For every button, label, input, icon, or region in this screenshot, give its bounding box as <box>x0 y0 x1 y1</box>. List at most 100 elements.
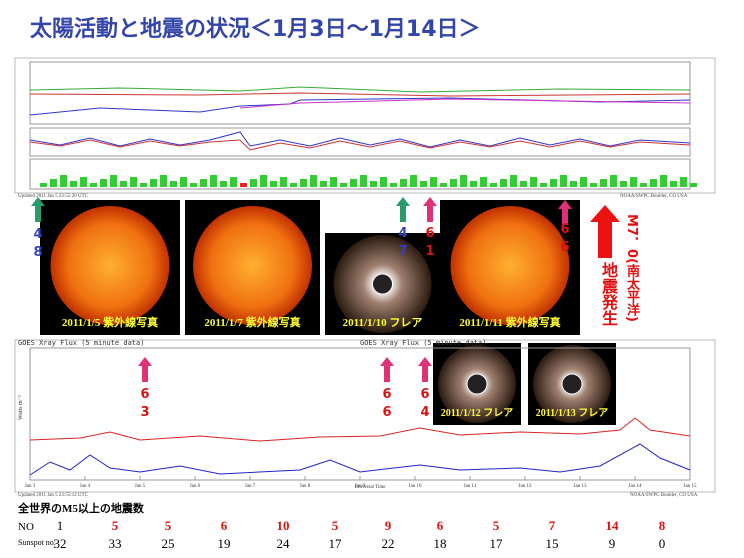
photo-caption: 2011/1/11 紫外線写真 <box>459 315 560 329</box>
kp-bar-decor <box>200 179 207 187</box>
chart-note: Updated 2011 Jan 5 23:55:12 UTC <box>18 493 89 498</box>
x-tick-label: Jan 11 <box>464 484 477 489</box>
table-cell: 14 <box>606 518 620 533</box>
kp-bar-decor <box>150 179 157 187</box>
marker-label: 4 <box>398 226 407 241</box>
kp-bar-decor <box>80 177 87 187</box>
kp-bar-decor <box>470 181 477 187</box>
kp-bar-decor <box>540 183 547 187</box>
kp-bar-decor <box>490 183 497 187</box>
marker-arrow <box>396 197 410 222</box>
row-label: Sunspot no. <box>18 538 56 547</box>
kp-bar-decor <box>190 183 197 187</box>
table-cell: 17 <box>490 536 504 551</box>
kp-bar-decor <box>460 175 467 187</box>
marker-label: 6 <box>420 387 429 402</box>
kp-bar-decor <box>160 175 167 187</box>
marker-arrow <box>423 197 437 222</box>
kp-bar-decor <box>360 175 367 187</box>
x-tick-label: Jan 5 <box>135 484 146 489</box>
kp-bar-decor <box>510 175 517 187</box>
marker-arrow <box>418 357 432 382</box>
x-tick-label: Jan 9 <box>355 484 366 489</box>
kp-bar-decor <box>630 177 637 187</box>
table-cell: 9 <box>609 536 616 551</box>
marker-label: 4 <box>420 405 429 420</box>
kp-bar-decor <box>500 179 507 187</box>
chart-note: NOAA/SWPC Boulder, CO USA <box>630 493 698 498</box>
photo-caption: 2011/1/12 フレア <box>441 407 514 419</box>
table-cell: 24 <box>277 536 291 551</box>
x-tick-label: Jan 8 <box>300 484 311 489</box>
x-tick-label: Jan 6 <box>190 484 201 489</box>
table-cell: 17 <box>329 536 343 551</box>
marker-label: 6 <box>382 387 391 402</box>
kp-bar-decor <box>440 183 447 187</box>
table-cell: 5 <box>165 518 172 533</box>
kp-bar-decor <box>70 181 77 187</box>
x-tick-label: Jan 4 <box>80 484 91 489</box>
top-chart <box>14 57 716 194</box>
kp-bar-decor <box>170 181 177 187</box>
y-axis-label: Watts m⁻² <box>18 395 24 420</box>
marker-label: 6 <box>425 226 434 241</box>
marker-arrow <box>31 197 45 222</box>
table-cell: 5 <box>112 518 119 533</box>
table-cell: 19 <box>218 536 231 551</box>
kp-bar-decor <box>580 177 587 187</box>
marker-label: 4 <box>33 227 42 242</box>
table-cell: 6 <box>221 518 228 533</box>
x-tick-label: Jan 14 <box>629 484 642 489</box>
kp-bar-decor <box>40 183 47 187</box>
kp-bar-decor <box>330 177 337 187</box>
kp-bar-decor <box>210 175 217 187</box>
kp-bar-decor <box>320 181 327 187</box>
sun-image <box>50 206 170 325</box>
x-tick-label: Jan 10 <box>409 484 422 489</box>
marker-label: 6 <box>140 387 149 402</box>
quake-arrow <box>590 205 620 258</box>
kp-bar-decor <box>350 179 357 187</box>
quake-event: 地震発生 <box>599 262 618 326</box>
occulter <box>561 373 583 395</box>
kp-bar-decor <box>370 181 377 187</box>
x-tick-label: Jan 15 <box>684 484 697 489</box>
kp-bar-decor <box>400 179 407 187</box>
kp-bars <box>40 175 697 187</box>
table-cell: 33 <box>109 536 122 551</box>
marker-label: 7 <box>398 244 407 259</box>
kp-bar-decor <box>140 183 147 187</box>
kp-bar-decor <box>130 177 137 187</box>
kp-bar-decor <box>430 177 437 187</box>
kp-bar-decor <box>90 183 97 187</box>
marker-arrow <box>380 357 394 382</box>
kp-bar-decor <box>270 181 277 187</box>
kp-bar-decor <box>420 181 427 187</box>
kp-bar-decor <box>380 177 387 187</box>
photo-caption: 2011/1/13 フレア <box>536 407 609 419</box>
kp-bar-decor <box>50 179 57 187</box>
sun-image <box>193 206 312 325</box>
kp-bar-decor <box>250 179 257 187</box>
row-label: NO <box>18 521 34 533</box>
kp-bar-decor <box>590 183 597 187</box>
chart-note: NOAA/SWPC Boulder, CO USA <box>620 194 688 199</box>
table-cell: 8 <box>659 518 666 533</box>
photo-caption: 2011/1/7 紫外線写真 <box>204 315 300 329</box>
kp-bar-decor <box>660 175 667 187</box>
kp-bar-decor <box>280 177 287 187</box>
table-cell: 32 <box>54 536 67 551</box>
chart-note: Updated 2011 Jan 5 23:55:20 UTC <box>18 194 89 199</box>
kp-bar-decor <box>640 183 647 187</box>
table-cell: 22 <box>382 536 395 551</box>
table-cell: 6 <box>437 518 444 533</box>
kp-bar-decor <box>110 175 117 187</box>
table-caption: 全世界のM5以上の地震数 <box>17 501 145 515</box>
kp-bar-decor <box>290 183 297 187</box>
x-tick-label: Jan 3 <box>25 484 36 489</box>
marker-label: 6 <box>560 240 569 255</box>
kp-bar-decor <box>340 183 347 187</box>
marker-label: 3 <box>140 405 149 420</box>
kp-bar-decor <box>600 179 607 187</box>
